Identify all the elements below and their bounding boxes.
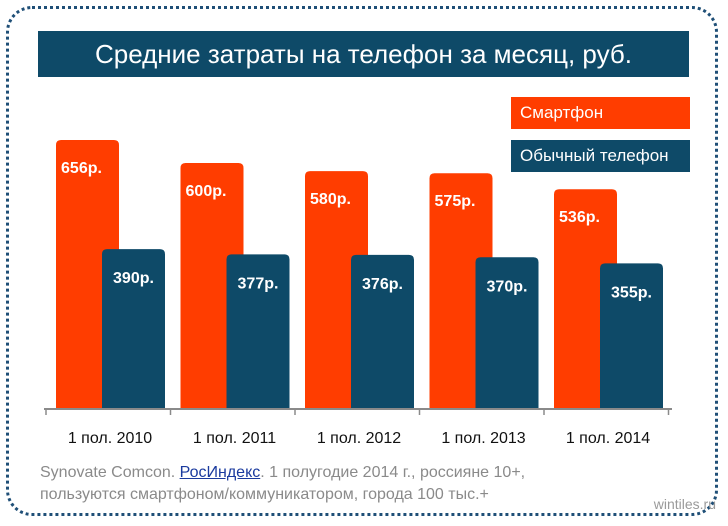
data-label-smartphone-4: 536р.	[559, 209, 600, 226]
footnote-source-prefix: Synovate Comcon.	[40, 464, 180, 481]
category-label-1: 1 пол. 2011	[193, 430, 276, 447]
data-label-regular-phone-1: 377р.	[238, 275, 279, 292]
category-label-3: 1 пол. 2013	[441, 430, 525, 447]
watermark: wintiles.ru	[653, 496, 716, 512]
data-label-smartphone-3: 575р.	[435, 193, 476, 210]
data-label-regular-phone-0: 390р.	[113, 270, 154, 287]
category-label-4: 1 пол. 2014	[566, 430, 650, 447]
data-label-regular-phone-2: 376р.	[362, 276, 403, 293]
source-footnote: Synovate Comcon. РосИндекс. 1 полугодие …	[40, 462, 680, 506]
data-label-smartphone-1: 600р.	[186, 183, 227, 200]
bar-regular-phone-2	[351, 254, 414, 409]
bar-regular-phone-3	[475, 257, 539, 409]
footnote-line-2: пользуются смартфоном/коммуникатором, го…	[40, 486, 489, 503]
footnote-line-1: Synovate Comcon. РосИндекс. 1 полугодие …	[40, 462, 680, 484]
dotted-frame	[6, 6, 718, 516]
footnote-source-suffix: . 1 полугодие 2014 г., россияне 10+,	[260, 464, 526, 481]
rosindex-link[interactable]: РосИндекс	[179, 464, 261, 481]
bar-regular-phone-1	[226, 254, 290, 409]
category-label-2: 1 пол. 2012	[317, 430, 401, 447]
data-label-smartphone-0: 656р.	[61, 160, 102, 177]
chart-title: Средние затраты на телефон за месяц, руб…	[38, 31, 689, 77]
data-label-regular-phone-4: 355р.	[611, 284, 652, 301]
bar-regular-phone-4	[600, 263, 663, 409]
category-label-0: 1 пол. 2010	[68, 430, 152, 447]
data-label-smartphone-2: 580р.	[310, 191, 351, 208]
legend-item-regular-phone: Обычный телефон	[511, 140, 690, 172]
bar-regular-phone-0	[102, 249, 165, 409]
legend-item-smartphone: Смартфон	[511, 97, 690, 129]
data-label-regular-phone-3: 370р.	[487, 278, 528, 295]
